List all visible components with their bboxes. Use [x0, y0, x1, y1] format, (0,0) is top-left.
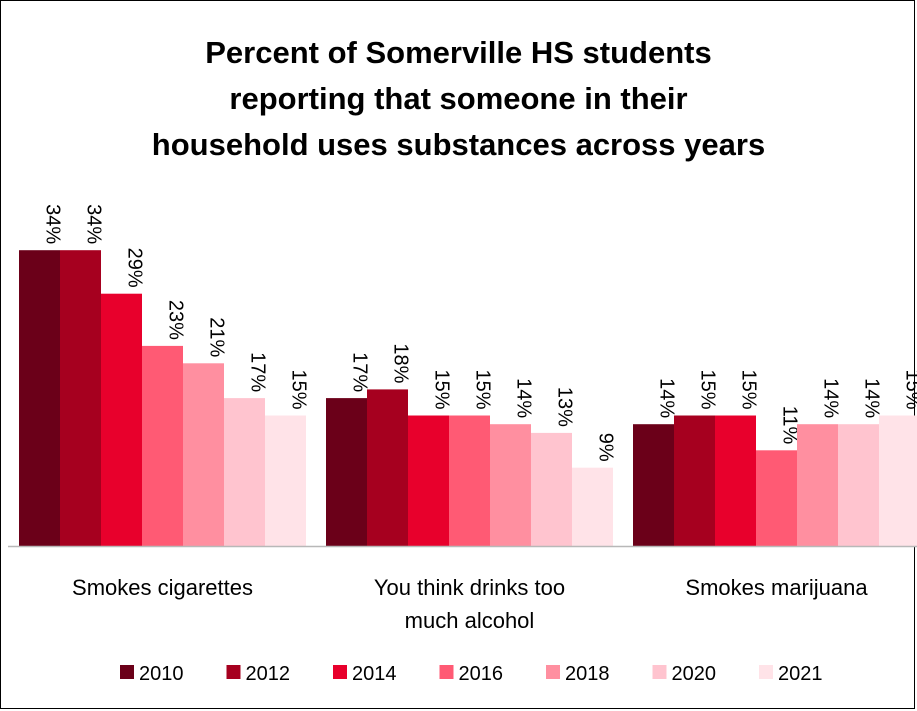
data-label-2014-1: 29%: [124, 248, 146, 288]
data-label-2018-1: 21%: [206, 317, 228, 357]
data-label-2020-3: 14%: [861, 378, 883, 418]
data-label-2021-2: 9%: [595, 433, 617, 462]
data-label-2018-3: 14%: [820, 378, 842, 418]
bar-2010-3: [633, 424, 674, 546]
data-label-2010-2: 17%: [349, 352, 371, 392]
chart-title: Percent of Somerville HS students report…: [0, 30, 917, 168]
chart-title-line-1: Percent of Somerville HS students: [205, 35, 712, 70]
legend-swatch-2014: [333, 665, 347, 679]
legend-label-2020: 2020: [672, 663, 717, 685]
bar-2010-2: [326, 398, 367, 546]
bar-2021-1: [265, 415, 306, 546]
legend-swatch-2020: [652, 665, 667, 679]
legend-label-2014: 2014: [352, 663, 397, 685]
legend-label-2021: 2021: [778, 663, 823, 685]
bar-2014-3: [715, 415, 756, 546]
bar-2014-2: [408, 415, 449, 546]
legend-label-2016: 2016: [459, 663, 504, 685]
bar-2018-2: [490, 424, 531, 546]
category-label-2-line-1: You think drinks too: [374, 575, 565, 600]
data-label-2010-1: 34%: [42, 204, 64, 244]
bar-2010-1: [19, 250, 60, 546]
data-label-2012-3: 15%: [697, 369, 719, 409]
data-label-2014-3: 15%: [738, 369, 760, 409]
legend-swatch-2018: [546, 665, 560, 679]
chart-title-line-3: household uses substances across years: [151, 127, 766, 162]
data-label-2016-1: 23%: [165, 300, 187, 340]
data-label-2018-2: 14%: [513, 378, 535, 418]
legend-swatch-2010: [120, 665, 134, 679]
bar-2018-1: [183, 363, 224, 546]
bar-2016-3: [756, 450, 797, 546]
legend-swatch-2012: [226, 665, 241, 679]
data-label-2021-1: 15%: [288, 369, 310, 409]
legend-label-2018: 2018: [565, 663, 610, 685]
data-label-2016-3: 11%: [779, 406, 801, 445]
bar-2016-2: [449, 415, 490, 546]
legend-swatch-2016: [439, 665, 454, 679]
category-label-1: Smokes cigarettes: [72, 575, 253, 600]
bar-2012-3: [674, 415, 715, 546]
bar-2020-1: [224, 398, 265, 546]
category-label-2-line-2: much alcohol: [405, 608, 535, 633]
bar-2018-3: [797, 424, 838, 546]
bar-2014-1: [101, 293, 142, 546]
bar-2021-3: [879, 415, 917, 546]
bar-2016-1: [142, 345, 183, 546]
data-label-2016-2: 15%: [472, 369, 494, 409]
data-label-2012-1: 34%: [83, 204, 105, 244]
data-label-2010-3: 14%: [656, 378, 678, 418]
data-label-2012-2: 18%: [390, 343, 412, 383]
data-label-2020-1: 17%: [247, 352, 269, 392]
data-label-2020-2: 13%: [554, 387, 576, 427]
bar-2012-1: [60, 250, 101, 546]
category-label-3: Smokes marijuana: [685, 575, 868, 600]
bar-2020-3: [838, 424, 879, 546]
chart-title-line-2: reporting that someone in their: [229, 81, 688, 116]
legend-label-2010: 2010: [139, 663, 184, 685]
data-label-2021-3: 15%: [902, 369, 917, 409]
bar-2020-2: [531, 432, 572, 546]
data-label-2014-2: 15%: [431, 369, 453, 409]
bar-2012-2: [367, 389, 408, 546]
bar-2021-2: [572, 467, 613, 546]
legend-label-2012: 2012: [246, 663, 291, 685]
legend-swatch-2021: [759, 665, 773, 679]
